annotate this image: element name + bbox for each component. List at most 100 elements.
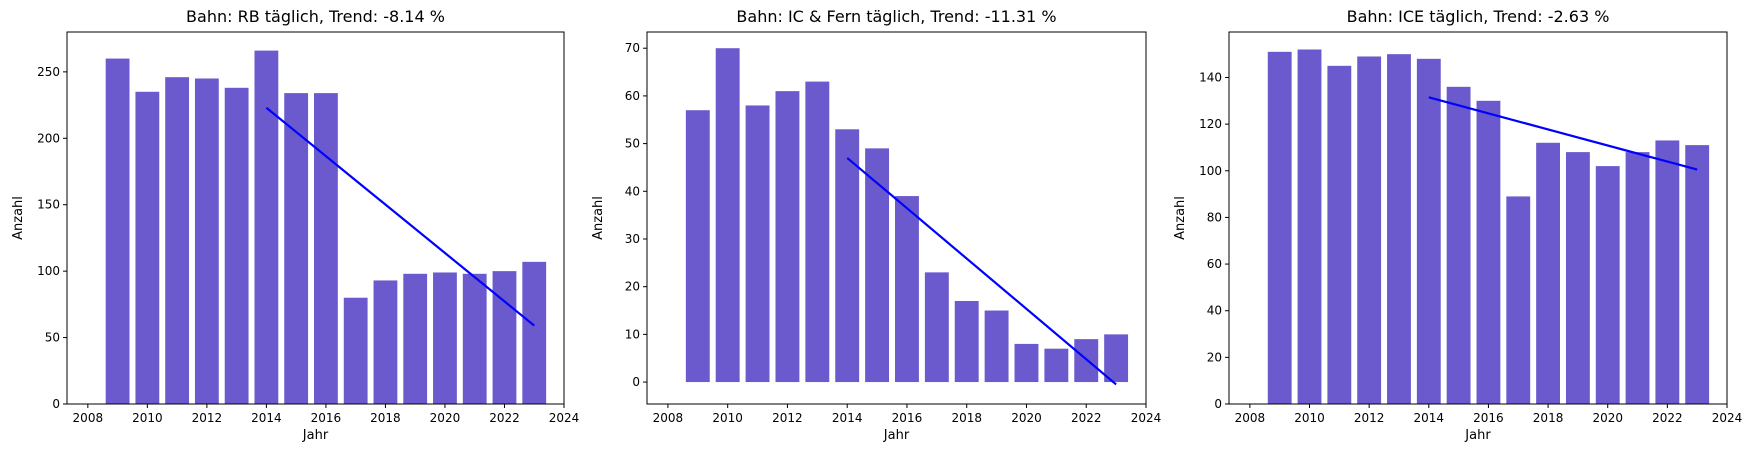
plot-frame [646, 31, 1147, 405]
y-tick-label: 80 [1207, 210, 1222, 224]
y-axis-label: Anzahl [1173, 196, 1188, 240]
bar-2013 [805, 81, 830, 383]
x-tick-label: 2014 [832, 411, 863, 425]
bar-2019 [1565, 152, 1590, 404]
y-tick-label: 100 [1199, 164, 1222, 178]
y-tick-label: 150 [37, 198, 60, 212]
y-tick-label: 40 [625, 184, 640, 198]
bar-2019 [984, 310, 1009, 383]
x-tick-label: 2012 [192, 411, 223, 425]
y-axis-label: Anzahl [591, 196, 606, 240]
bar-2010 [135, 91, 160, 405]
y-tick-label: 30 [625, 232, 640, 246]
bar-2018 [954, 300, 979, 383]
bar-2016 [895, 196, 919, 383]
x-axis-label: Jahr [302, 428, 329, 443]
bar-2013 [224, 87, 249, 405]
bar-2018 [373, 280, 398, 404]
bar-2013 [1387, 54, 1411, 404]
x-tick-label: 2008 [1235, 411, 1266, 425]
bar-2012 [1357, 56, 1382, 405]
y-axis-label: Anzahl [11, 196, 26, 240]
bar-2020 [1595, 166, 1620, 404]
y-tick-label: 10 [625, 327, 640, 341]
chart-title: Bahn: IC & Fern täglich, Trend: -11.31 % [736, 7, 1056, 26]
y-tick-label: 250 [37, 65, 60, 79]
bar-2023 [522, 261, 547, 404]
x-tick-label: 2020 [1011, 411, 1042, 425]
bar-2011 [165, 77, 190, 405]
y-tick-label: 0 [632, 375, 640, 389]
x-tick-label: 2022 [1071, 411, 1102, 425]
plot-frame [66, 31, 565, 405]
y-tick-label: 40 [1207, 304, 1222, 318]
x-tick-label: 2018 [951, 411, 982, 425]
x-tick-label: 2022 [1652, 411, 1683, 425]
bar-2011 [1327, 65, 1352, 405]
y-tick-label: 70 [625, 41, 640, 55]
chart-title: Bahn: ICE täglich, Trend: -2.63 % [1347, 7, 1610, 26]
bar-2019 [403, 273, 428, 404]
bar-2017 [343, 297, 368, 404]
bar-2012 [194, 78, 219, 404]
chart-panel-1: 2008 2010 2012 2014 2016 2018 2020 2022 2024 0 50 1… [11, 7, 579, 443]
bar-2016 [314, 93, 338, 404]
x-tick-label: 2014 [1414, 411, 1445, 425]
bar-2020 [1014, 343, 1039, 383]
x-tick-label: 2018 [370, 411, 401, 425]
y-tick-label: 20 [625, 280, 640, 294]
bar-2021 [1044, 348, 1069, 383]
y-tick-label: 60 [625, 89, 640, 103]
bar-2009 [105, 58, 130, 404]
x-tick-label: 2016 [1473, 411, 1504, 425]
y-tick-label: 50 [45, 331, 60, 345]
trend-line [846, 157, 1117, 386]
bar-2015 [1446, 86, 1471, 404]
x-tick-label: 2022 [489, 411, 520, 425]
x-tick-label: 2008 [653, 411, 684, 425]
bar-2021 [462, 273, 487, 404]
chart-panel-2: 2008 2010 2012 2014 2016 2018 2020 2022 2024 0 10 2… [591, 7, 1161, 443]
bar-2014 [254, 50, 279, 404]
bar-2018 [1536, 142, 1561, 404]
bar-2009 [685, 110, 710, 383]
y-tick-label: 100 [37, 264, 60, 278]
bar-2010 [1297, 49, 1322, 405]
x-tick-label: 2024 [1712, 411, 1743, 425]
x-tick-label: 2008 [73, 411, 104, 425]
bar-2014 [1416, 58, 1441, 404]
bar-2015 [284, 93, 309, 404]
y-tick-label: 140 [1199, 70, 1222, 84]
y-tick-label: 200 [37, 131, 60, 145]
x-tick-label: 2018 [1533, 411, 1564, 425]
bar-2023 [1685, 145, 1710, 405]
bar-2022 [1655, 140, 1680, 404]
bar-2016 [1476, 100, 1501, 405]
x-tick-label: 2010 [712, 411, 743, 425]
x-tick-label: 2016 [311, 411, 342, 425]
bar-2014 [835, 129, 860, 383]
x-tick-label: 2012 [1354, 411, 1385, 425]
plot-frame [1228, 31, 1728, 405]
bar-2011 [745, 105, 770, 383]
trend-line [265, 106, 535, 327]
bar-2023 [1104, 334, 1129, 383]
y-tick-label: 20 [1207, 350, 1222, 364]
bar-2021 [1625, 152, 1650, 404]
bar-2015 [865, 148, 890, 383]
bar-2017 [924, 272, 949, 383]
trend-line [1428, 96, 1698, 171]
x-tick-label: 2024 [549, 411, 580, 425]
x-tick-label: 2010 [1294, 411, 1325, 425]
x-tick-label: 2020 [430, 411, 461, 425]
y-tick-label: 0 [1214, 397, 1222, 411]
bar-2012 [775, 91, 800, 383]
x-tick-label: 2010 [132, 411, 163, 425]
chart-panel-3: 2008 2010 2012 2014 2016 2018 2020 2022 2024 0 20 4… [1173, 7, 1742, 443]
bar-2020 [433, 272, 457, 404]
x-tick-label: 2012 [772, 411, 803, 425]
x-axis-label: Jahr [1464, 428, 1491, 443]
bar-2022 [492, 271, 517, 404]
y-tick-label: 120 [1199, 117, 1222, 131]
